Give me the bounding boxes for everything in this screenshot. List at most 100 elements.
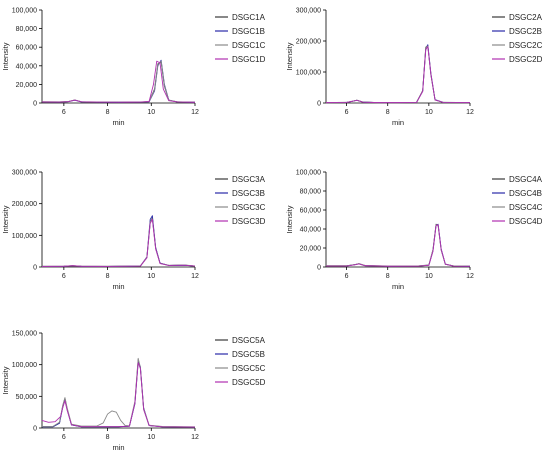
y-tick-label: 300,000	[12, 170, 37, 177]
series-line-dsgc3c	[41, 218, 196, 267]
y-tick-label: 40,000	[300, 227, 322, 234]
y-tick-label: 0	[317, 101, 321, 108]
series-line-dsgc2b	[325, 44, 471, 104]
legend-label: DSGC2D	[509, 55, 543, 64]
series-line-dsgc2d	[325, 46, 471, 104]
y-tick-label: 20,000	[16, 82, 38, 89]
x-tick-label: 10	[425, 109, 433, 116]
chart-panel-5: 0 50,000 100,000 150,000 6 8 10 12 min Intensity D…	[1, 331, 266, 453]
x-tick-label: 8	[386, 109, 390, 116]
y-tick-label: 20,000	[300, 246, 322, 253]
y-tick-label: 0	[317, 265, 321, 272]
x-tick-label: 10	[147, 273, 155, 280]
legend-label: DSGC4A	[509, 175, 543, 184]
legend-label: DSGC3B	[232, 189, 265, 198]
y-tick-label: 80,000	[300, 189, 322, 196]
legend-label: DSGC2A	[509, 13, 543, 22]
legend-label: DSGC4C	[509, 203, 543, 212]
y-tick-label: 0	[33, 265, 37, 272]
y-tick-label: 60,000	[300, 208, 322, 215]
y-tick-label: 100,000	[296, 70, 321, 77]
x-tick-label: 10	[425, 273, 433, 280]
x-axis-label: min	[112, 443, 124, 452]
x-axis-label: min	[392, 118, 404, 127]
x-tick-label: 6	[62, 434, 66, 441]
y-axis-label: Intensity	[1, 205, 10, 233]
x-tick-label: 8	[106, 434, 110, 441]
chart-panel-4: 0 20,000 40,000 60,000 80,000 100,000 6 8 10 12 mi…	[285, 170, 543, 292]
x-tick-label: 6	[62, 273, 66, 280]
chart-panel-2: 0 100,000 200,000 300,000 6 8 10 12 min Intensity…	[285, 8, 543, 128]
legend-label: DSGC5B	[232, 350, 265, 359]
y-tick-label: 150,000	[12, 331, 37, 338]
series-line-dsgc4a	[326, 223, 471, 267]
series-line-dsgc5d	[41, 362, 196, 428]
chart-panel-1: 0 20,000 40,000 60,000 80,000 100,000 6 8 10 12 mi…	[1, 8, 266, 128]
legend-label: DSGC5A	[232, 336, 266, 345]
x-tick-label: 12	[466, 273, 474, 280]
y-tick-label: 200,000	[296, 39, 321, 46]
series-line-dsgc4d	[326, 224, 471, 267]
x-axis-label: min	[112, 282, 124, 291]
legend-label: DSGC1A	[232, 13, 266, 22]
series-line-dsgc3b	[41, 215, 196, 267]
series-line-dsgc5b	[42, 361, 196, 428]
y-tick-label: 100,000	[12, 8, 37, 15]
series-line-dsgc4c	[326, 224, 471, 267]
x-tick-label: 8	[106, 109, 110, 116]
y-tick-label: 200,000	[12, 201, 37, 208]
legend-label: DSGC3D	[232, 217, 266, 226]
series-line-dsgc2a	[325, 45, 471, 103]
y-tick-label: 50,000	[16, 394, 38, 401]
y-tick-label: 80,000	[16, 26, 38, 33]
y-axis-label: Intensity	[285, 42, 294, 70]
y-tick-label: 100,000	[12, 362, 37, 369]
x-axis-label: min	[112, 118, 124, 127]
series-line-dsgc1a	[41, 61, 196, 103]
x-tick-label: 6	[345, 109, 349, 116]
y-axis-label: Intensity	[285, 205, 294, 233]
x-tick-label: 6	[345, 273, 349, 280]
legend-label: DSGC2C	[509, 41, 543, 50]
legend-label: DSGC4D	[509, 217, 543, 226]
legend-label: DSGC4B	[509, 189, 542, 198]
legend-label: DSGC3C	[232, 203, 266, 212]
x-axis-label: min	[392, 282, 404, 291]
y-tick-label: 100,000	[296, 170, 321, 177]
x-tick-label: 10	[147, 434, 155, 441]
legend-label: DSGC2B	[509, 27, 542, 36]
x-tick-label: 12	[466, 109, 474, 116]
y-axis-label: Intensity	[1, 366, 10, 394]
y-tick-label: 0	[33, 101, 37, 108]
legend-label: DSGC1C	[232, 41, 266, 50]
y-tick-label: 60,000	[16, 45, 38, 52]
x-tick-label: 8	[386, 273, 390, 280]
series-line-dsgc1b	[41, 59, 196, 103]
legend-label: DSGC1D	[232, 55, 266, 64]
series-line-dsgc3d	[41, 219, 196, 267]
y-tick-label: 100,000	[12, 233, 37, 240]
chart-panel-3: 0 100,000 200,000 300,000 6 8 10 12 min Intensity…	[1, 170, 266, 292]
legend-label: DSGC5D	[232, 378, 266, 387]
y-axis-label: Intensity	[1, 42, 10, 70]
series-line-dsgc5c	[42, 357, 196, 428]
series-line-dsgc4b	[326, 223, 471, 267]
x-tick-label: 6	[62, 109, 66, 116]
legend-label: DSGC3A	[232, 175, 266, 184]
x-tick-label: 12	[191, 109, 199, 116]
series-line-dsgc1d	[41, 60, 196, 103]
legend-label: DSGC1B	[232, 27, 265, 36]
y-tick-label: 40,000	[16, 63, 38, 70]
x-tick-label: 8	[106, 273, 110, 280]
x-tick-label: 12	[191, 434, 199, 441]
x-tick-label: 12	[191, 273, 199, 280]
series-line-dsgc3a	[41, 217, 196, 267]
series-line-dsgc2c	[325, 45, 471, 104]
series-line-dsgc1c	[41, 60, 196, 103]
y-tick-label: 300,000	[296, 8, 321, 15]
x-tick-label: 10	[147, 109, 155, 116]
legend-label: DSGC5C	[232, 364, 266, 373]
y-tick-label: 0	[33, 426, 37, 433]
